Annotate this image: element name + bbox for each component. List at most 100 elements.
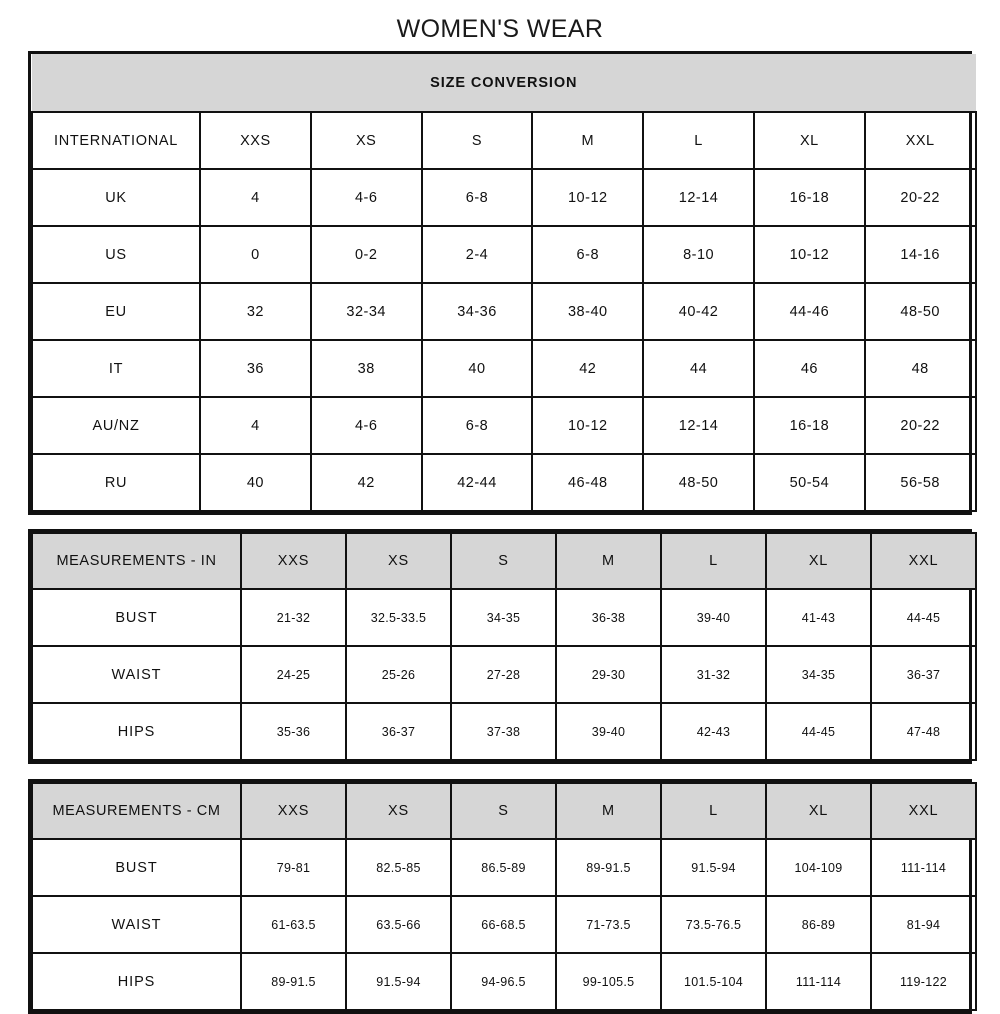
cell-waist-cm-xs: 63.5-66: [345, 895, 452, 954]
cell-bust-cm-s: 86.5-89: [450, 838, 557, 897]
cell-eu-xs: 32-34: [309, 282, 423, 341]
table-row: BUST 21-32 32.5-33.5 34-35 36-38 39-40 4…: [31, 588, 977, 647]
cell-ru-xl: 50-54: [752, 453, 866, 512]
table-row: IT 36 38 40 42 44 46 48: [31, 339, 977, 398]
row-label-waist: WAIST: [31, 645, 242, 704]
column-header-xxs: XXS: [240, 782, 347, 840]
cell-waist-cm-xxl: 81-94: [870, 895, 977, 954]
column-header-xs: XS: [309, 111, 423, 170]
measurements-cm-table: MEASUREMENTS - CM XXS XS S M L XL XXL BU…: [28, 779, 977, 1014]
cell-hips-in-xs: 36-37: [345, 702, 452, 761]
cell-uk-xxl: 20-22: [863, 168, 977, 227]
table-row: RU 40 42 42-44 46-48 48-50 50-54 56-58: [31, 453, 977, 512]
table-row: UK 4 4-6 6-8 10-12 12-14 16-18 20-22: [31, 168, 977, 227]
cell-hips-cm-xxs: 89-91.5: [240, 952, 347, 1011]
cell-waist-cm-l: 73.5-76.5: [660, 895, 767, 954]
cell-uk-xs: 4-6: [309, 168, 423, 227]
cell-hips-cm-m: 99-105.5: [555, 952, 662, 1011]
cell-us-m: 6-8: [531, 225, 645, 284]
cell-bust-in-xl: 41-43: [765, 588, 872, 647]
measurements-in-thead: MEASUREMENTS - IN XXS XS S M L XL XXL: [31, 532, 977, 590]
size-conversion-thead: SIZE CONVERSION INTERNATIONAL XXS XS S M…: [31, 54, 977, 170]
cell-eu-m: 38-40: [531, 282, 645, 341]
cell-hips-cm-xs: 91.5-94: [345, 952, 452, 1011]
cell-uk-m: 10-12: [531, 168, 645, 227]
column-header-s: S: [420, 111, 534, 170]
measurements-in-title: MEASUREMENTS - IN: [31, 532, 242, 590]
cell-bust-in-m: 36-38: [555, 588, 662, 647]
cell-eu-s: 34-36: [420, 282, 534, 341]
row-label-waist: WAIST: [31, 895, 242, 954]
column-header-m: M: [555, 532, 662, 590]
column-header-l: L: [642, 111, 755, 170]
cell-eu-l: 40-42: [642, 282, 755, 341]
cell-it-m: 42: [531, 339, 645, 398]
measurements-cm-header-row: MEASUREMENTS - CM XXS XS S M L XL XXL: [31, 782, 977, 840]
cell-waist-cm-m: 71-73.5: [555, 895, 662, 954]
column-header-m: M: [555, 782, 662, 840]
cell-us-s: 2-4: [420, 225, 534, 284]
table-row: HIPS 35-36 36-37 37-38 39-40 42-43 44-45…: [31, 702, 977, 761]
column-header-xxl: XXL: [870, 532, 977, 590]
cell-bust-cm-xl: 104-109: [765, 838, 872, 897]
cell-waist-cm-s: 66-68.5: [450, 895, 557, 954]
table-row: WAIST 61-63.5 63.5-66 66-68.5 71-73.5 73…: [31, 895, 977, 954]
cell-ru-l: 48-50: [642, 453, 755, 512]
column-header-xl: XL: [752, 111, 866, 170]
cell-it-xxs: 36: [199, 339, 312, 398]
cell-bust-cm-xs: 82.5-85: [345, 838, 452, 897]
measurements-cm-title: MEASUREMENTS - CM: [31, 782, 242, 840]
cell-waist-in-xxl: 36-37: [870, 645, 977, 704]
size-conversion-table: SIZE CONVERSION INTERNATIONAL XXS XS S M…: [28, 51, 977, 515]
row-label-eu: EU: [31, 282, 201, 341]
cell-hips-in-xxl: 47-48: [870, 702, 977, 761]
cell-it-xs: 38: [309, 339, 423, 398]
cell-it-xl: 46: [752, 339, 866, 398]
measurements-cm-grid: MEASUREMENTS - CM XXS XS S M L XL XXL BU…: [31, 782, 977, 1011]
cell-bust-in-xs: 32.5-33.5: [345, 588, 452, 647]
cell-waist-cm-xxs: 61-63.5: [240, 895, 347, 954]
measurements-in-tbody: BUST 21-32 32.5-33.5 34-35 36-38 39-40 4…: [31, 588, 977, 761]
cell-bust-cm-xxl: 111-114: [870, 838, 977, 897]
cell-bust-cm-xxs: 79-81: [240, 838, 347, 897]
cell-aunz-xxl: 20-22: [863, 396, 977, 455]
cell-hips-cm-xl: 111-114: [765, 952, 872, 1011]
cell-waist-in-xl: 34-35: [765, 645, 872, 704]
cell-waist-in-s: 27-28: [450, 645, 557, 704]
table-row: BUST 79-81 82.5-85 86.5-89 89-91.5 91.5-…: [31, 838, 977, 897]
cell-bust-cm-m: 89-91.5: [555, 838, 662, 897]
column-header-l: L: [660, 782, 767, 840]
cell-ru-xxs: 40: [199, 453, 312, 512]
row-label-us: US: [31, 225, 201, 284]
cell-aunz-xs: 4-6: [309, 396, 423, 455]
cell-hips-in-xxs: 35-36: [240, 702, 347, 761]
column-header-xxl: XXL: [863, 111, 977, 170]
column-header-s: S: [450, 782, 557, 840]
row-label-hips: HIPS: [31, 952, 242, 1011]
table-row: EU 32 32-34 34-36 38-40 40-42 44-46 48-5…: [31, 282, 977, 341]
table-row: AU/NZ 4 4-6 6-8 10-12 12-14 16-18 20-22: [31, 396, 977, 455]
cell-uk-xl: 16-18: [752, 168, 866, 227]
column-header-xl: XL: [765, 532, 872, 590]
table-row: HIPS 89-91.5 91.5-94 94-96.5 99-105.5 10…: [31, 952, 977, 1011]
cell-uk-s: 6-8: [420, 168, 534, 227]
cell-waist-cm-xl: 86-89: [765, 895, 872, 954]
column-header-xl: XL: [765, 782, 872, 840]
cell-aunz-xxs: 4: [199, 396, 312, 455]
cell-us-xxl: 14-16: [863, 225, 977, 284]
page-title: WOMEN'S WEAR: [396, 15, 604, 43]
cell-ru-s: 42-44: [420, 453, 534, 512]
table-row: WAIST 24-25 25-26 27-28 29-30 31-32 34-3…: [31, 645, 977, 704]
size-conversion-header-row: INTERNATIONAL XXS XS S M L XL XXL: [31, 111, 977, 170]
column-header-l: L: [660, 532, 767, 590]
column-header-xxs: XXS: [240, 532, 347, 590]
cell-it-l: 44: [642, 339, 755, 398]
column-header-xxl: XXL: [870, 782, 977, 840]
measurements-in-table: MEASUREMENTS - IN XXS XS S M L XL XXL BU…: [28, 529, 977, 764]
cell-us-xxs: 0: [199, 225, 312, 284]
row-label-aunz: AU/NZ: [31, 396, 201, 455]
cell-ru-xs: 42: [309, 453, 423, 512]
cell-aunz-xl: 16-18: [752, 396, 866, 455]
row-label-uk: UK: [31, 168, 201, 227]
cell-uk-l: 12-14: [642, 168, 755, 227]
